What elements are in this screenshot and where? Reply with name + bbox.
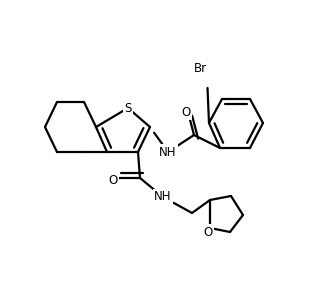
Text: S: S [124,101,132,114]
Text: O: O [181,105,191,118]
Text: Br: Br [193,62,207,74]
Text: NH: NH [159,145,177,158]
Text: O: O [204,225,212,239]
Text: NH: NH [154,191,172,204]
Text: O: O [108,174,118,187]
